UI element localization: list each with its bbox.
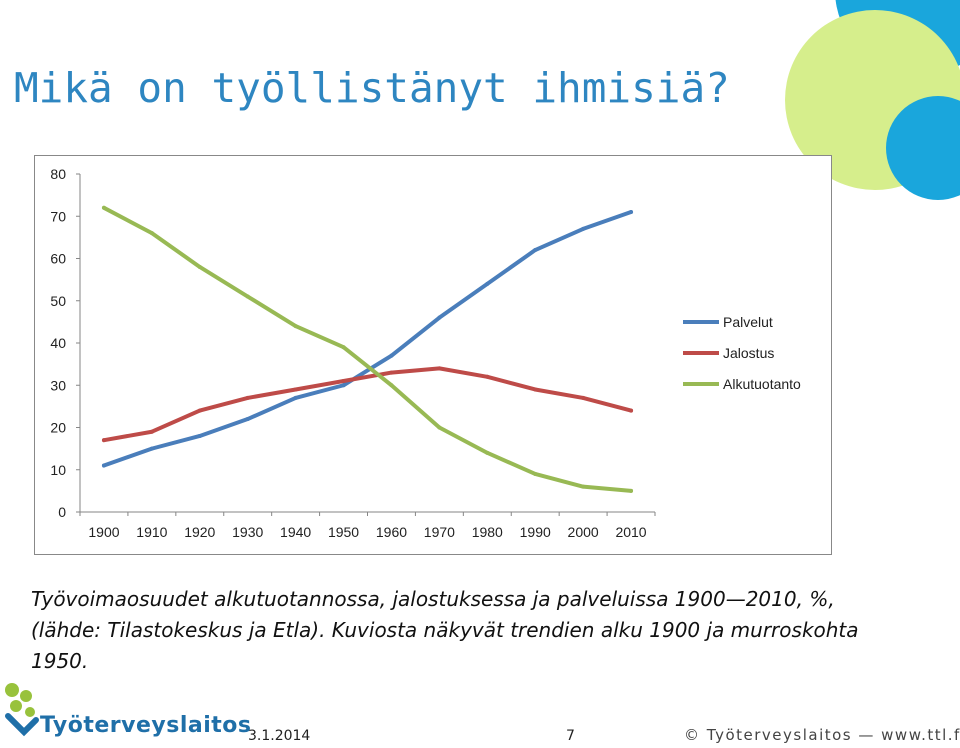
- data-point-palvelut: [293, 395, 298, 400]
- data-point-jalostus: [437, 366, 442, 371]
- data-point-palvelut: [533, 248, 538, 253]
- data-point-palvelut: [341, 383, 346, 388]
- y-tick-label: 20: [50, 420, 66, 436]
- data-point-alkutuotanto: [581, 484, 586, 489]
- footer-copyright: © Työterveyslaitos — www.ttl.fi: [684, 726, 960, 744]
- y-tick-label: 80: [50, 166, 66, 182]
- data-point-alkutuotanto: [485, 450, 490, 455]
- data-point-palvelut: [197, 433, 202, 438]
- footer-date: 3.1.2014: [248, 728, 311, 744]
- data-point-jalostus: [149, 429, 154, 434]
- x-tick-label: 1920: [184, 524, 215, 540]
- x-tick-label: 1940: [280, 524, 311, 540]
- series-line-jalostus: [101, 366, 634, 443]
- data-point-jalostus: [341, 379, 346, 384]
- brand-name: Työterveyslaitos: [40, 713, 252, 738]
- legend-label: Jalostus: [723, 345, 774, 361]
- data-point-palvelut: [581, 226, 586, 231]
- x-tick-label: 2010: [615, 524, 646, 540]
- data-point-palvelut: [245, 417, 250, 422]
- legend-label: Alkutuotanto: [723, 376, 801, 392]
- y-tick-label: 30: [50, 377, 66, 393]
- data-point-jalostus: [197, 408, 202, 413]
- data-point-palvelut: [149, 446, 154, 451]
- data-point-alkutuotanto: [437, 425, 442, 430]
- data-point-alkutuotanto: [629, 488, 634, 493]
- x-tick-label: 1980: [472, 524, 503, 540]
- x-tick-label: 1950: [328, 524, 359, 540]
- data-point-alkutuotanto: [149, 231, 154, 236]
- slide-title: Mikä on työllistänyt ihmisiä?: [14, 64, 730, 112]
- chart-frame: 0 10 20 30 40 50 60 70 80 1900 1910 1920 1930 1940 195…: [34, 155, 832, 555]
- data-point-jalostus: [101, 438, 106, 443]
- data-point-alkutuotanto: [533, 471, 538, 476]
- y-tick-label: 40: [50, 335, 66, 351]
- line-chart: 0 10 20 30 40 50 60 70 80 1900 1910 1920 1930 1940 195…: [50, 166, 801, 540]
- series-line-alkutuotanto: [101, 205, 634, 493]
- series-line-palvelut: [101, 210, 634, 468]
- data-point-jalostus: [629, 408, 634, 413]
- x-tick-label: 1960: [376, 524, 407, 540]
- data-point-jalostus: [533, 387, 538, 392]
- data-point-alkutuotanto: [293, 324, 298, 329]
- data-point-palvelut: [629, 210, 634, 215]
- data-point-jalostus: [581, 395, 586, 400]
- x-tick-label: 1900: [88, 524, 119, 540]
- x-tick-label: 1930: [232, 524, 263, 540]
- page-number: 7: [566, 728, 575, 744]
- x-tick-label: 1910: [136, 524, 167, 540]
- y-tick-label: 60: [50, 251, 66, 267]
- x-tick-label: 1990: [520, 524, 551, 540]
- x-tick-label: 2000: [568, 524, 599, 540]
- data-point-palvelut: [389, 353, 394, 358]
- data-point-palvelut: [437, 315, 442, 320]
- y-tick-label: 0: [58, 504, 66, 520]
- ttl-logo-icon: [5, 683, 39, 737]
- data-point-palvelut: [485, 281, 490, 286]
- y-tick-label: 70: [50, 208, 66, 224]
- data-point-jalostus: [245, 395, 250, 400]
- data-point-palvelut: [101, 463, 106, 468]
- data-point-alkutuotanto: [101, 205, 106, 210]
- legend-label: Palvelut: [723, 314, 773, 330]
- y-tick-label: 10: [50, 462, 66, 478]
- data-point-alkutuotanto: [389, 383, 394, 388]
- data-point-alkutuotanto: [341, 345, 346, 350]
- data-point-jalostus: [485, 374, 490, 379]
- x-tick-label: 1970: [424, 524, 455, 540]
- data-point-alkutuotanto: [245, 294, 250, 299]
- data-point-jalostus: [293, 387, 298, 392]
- data-point-jalostus: [389, 370, 394, 375]
- chart-caption: Työvoimaosuudet alkutuotannossa, jalostu…: [31, 587, 859, 673]
- data-point-alkutuotanto: [197, 264, 202, 269]
- y-tick-label: 50: [50, 293, 66, 309]
